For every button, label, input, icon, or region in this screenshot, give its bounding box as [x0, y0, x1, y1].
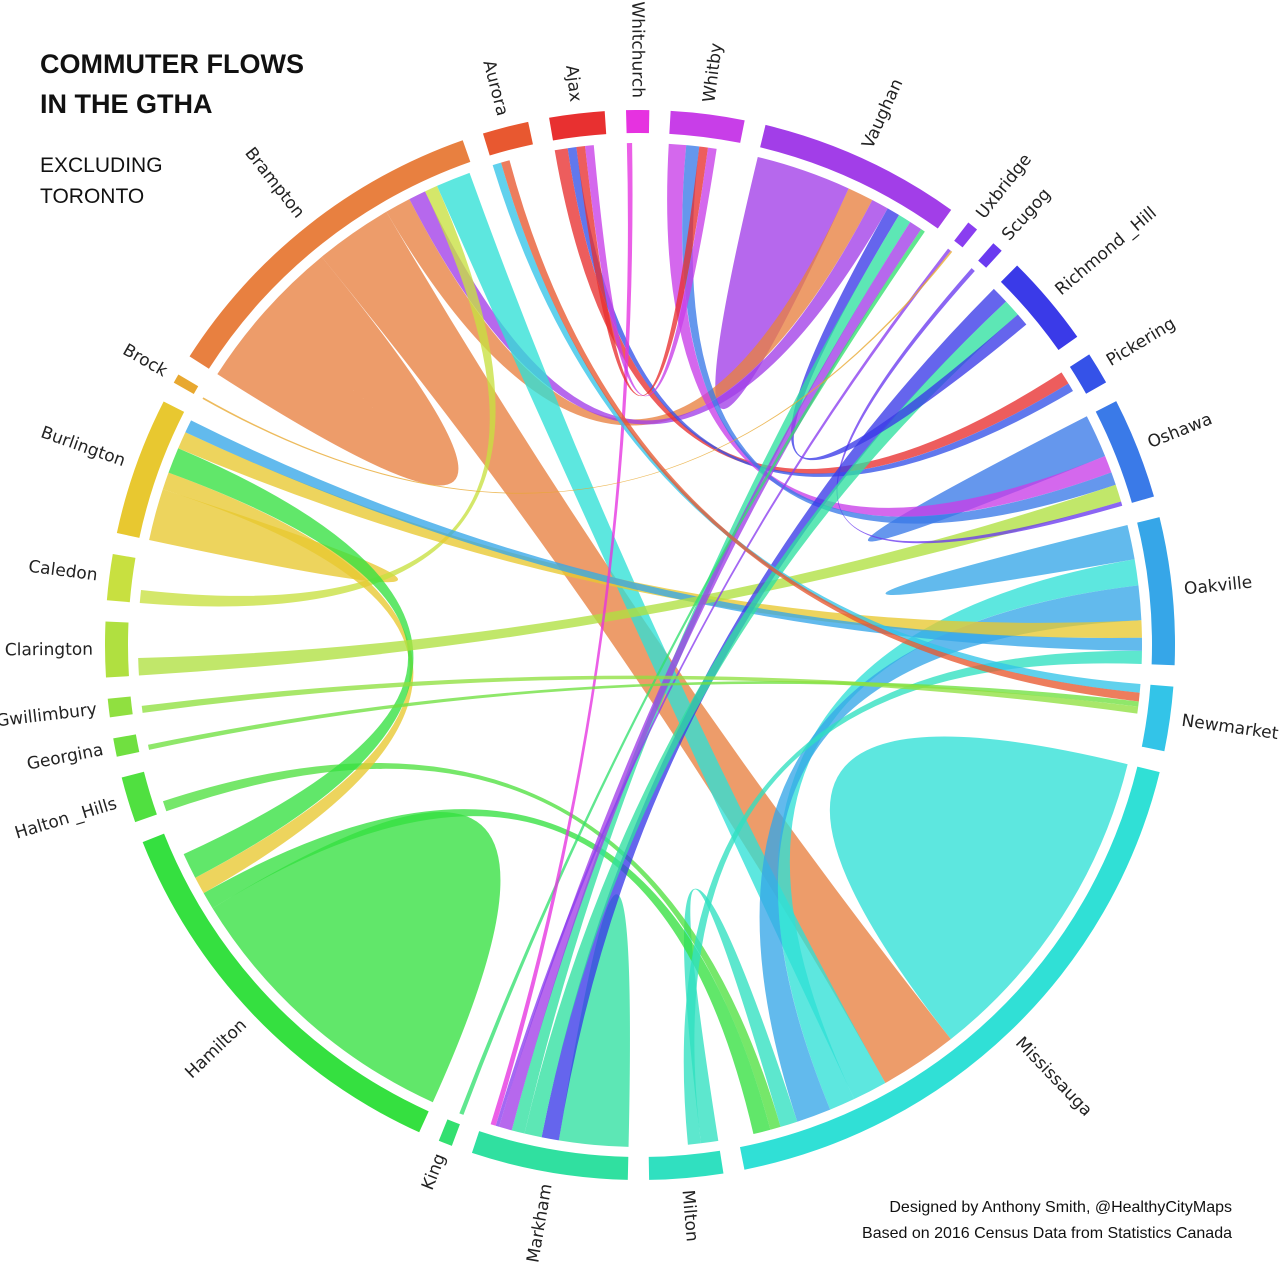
- node-arc: [760, 124, 952, 229]
- node-label: Pickering: [1103, 314, 1179, 371]
- node-arc: [142, 833, 429, 1133]
- node-label: Oakville: [1183, 573, 1253, 600]
- node-arc: [1069, 354, 1107, 394]
- ribbon: [217, 256, 459, 486]
- node-arc: [978, 243, 1002, 268]
- ribbon: [885, 525, 1135, 596]
- node-arc: [648, 1150, 724, 1180]
- node-arc: [1000, 265, 1078, 351]
- node-arc: [471, 1131, 629, 1180]
- node-label: Oshawa: [1145, 409, 1215, 453]
- node-label: King: [418, 1151, 450, 1193]
- node-label: Ajax: [561, 64, 585, 103]
- node-label: Aurora: [478, 58, 512, 118]
- node-arc: [438, 1119, 460, 1146]
- node-label: Whitchurch: [627, 1, 647, 98]
- ribbon: [683, 888, 798, 1144]
- ribbon: [162, 472, 414, 894]
- node-label: Milton: [677, 1189, 701, 1243]
- node-label: Caledon: [27, 557, 98, 586]
- node-label: Markham: [523, 1182, 556, 1264]
- ribbon: [168, 448, 414, 878]
- node-label: Brock: [119, 340, 171, 381]
- ribbon: [682, 145, 1116, 524]
- node-label: Georgina: [25, 740, 105, 774]
- node-label: Burlington: [38, 423, 128, 471]
- node-arc: [113, 734, 140, 757]
- credit: Designed by Anthony Smith, @HealthyCityM…: [889, 1199, 1232, 1216]
- node-arc: [121, 771, 157, 823]
- ribbon: [829, 736, 1128, 1040]
- node-arc: [482, 121, 533, 156]
- ribbon: [558, 894, 630, 1147]
- ribbons: [138, 143, 1143, 1147]
- node-arc: [1137, 517, 1176, 666]
- node-label: Brampton: [240, 144, 308, 222]
- ribbon: [715, 157, 849, 410]
- node-arc: [1141, 684, 1174, 752]
- node-arc: [626, 109, 650, 134]
- ribbon: [212, 812, 501, 1103]
- node-label: Whitby: [699, 42, 726, 104]
- ribbon: [585, 145, 717, 397]
- node-arc: [106, 553, 136, 603]
- chart-title: IN THE GTHA: [40, 89, 213, 119]
- ribbon: [141, 675, 1139, 714]
- ribbon: [321, 211, 951, 1083]
- ribbon: [437, 172, 886, 1099]
- node-arc: [173, 374, 199, 394]
- node-label: Newmarket: [1180, 711, 1280, 744]
- node-arc: [107, 696, 133, 718]
- ribbon: [138, 484, 1122, 676]
- chart-title: COMMUTER FLOWS: [40, 49, 304, 79]
- ribbon: [790, 208, 1027, 461]
- node-arc: [189, 140, 471, 369]
- node-arc: [1095, 401, 1154, 503]
- node-label: Halton _Hills: [13, 794, 120, 844]
- node-label: Hamilton: [181, 1015, 251, 1083]
- ribbon: [576, 146, 708, 397]
- node-arc: [669, 110, 745, 143]
- node-label: Mississauga: [1011, 1033, 1096, 1120]
- node-label: Richmond _Hill: [1051, 203, 1160, 300]
- node-arc: [116, 401, 185, 538]
- ribbon: [667, 143, 1112, 517]
- node-arc: [549, 111, 607, 141]
- ribbon: [759, 585, 1142, 1122]
- node-arc: [954, 222, 978, 248]
- chart-subtitle: TORONTO: [40, 185, 144, 208]
- chart-subtitle: EXCLUDING: [40, 154, 163, 177]
- node-arc: [104, 621, 129, 678]
- node-label: Clarington: [5, 640, 93, 661]
- ribbon: [777, 559, 1139, 1110]
- credit: Based on 2016 Census Data from Statistic…: [862, 1225, 1232, 1242]
- ribbon: [386, 188, 873, 426]
- node-label: East Gwillimbury: [0, 700, 98, 737]
- node-label: Vaughan: [858, 76, 907, 152]
